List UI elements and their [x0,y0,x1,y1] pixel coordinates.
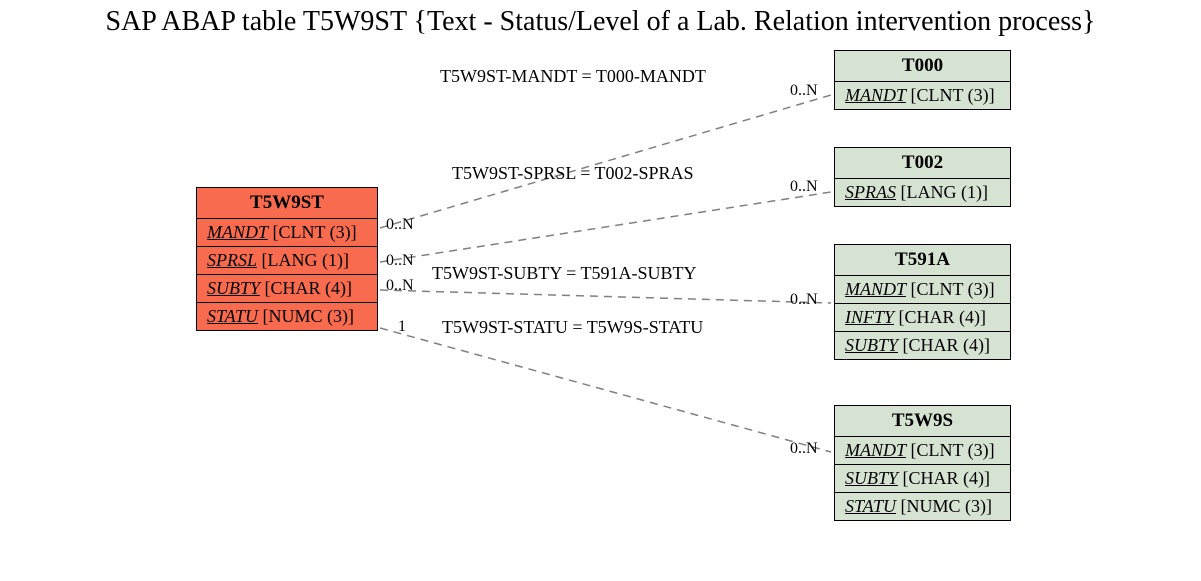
edge-label: T5W9ST-SPRSL = T002-SPRAS [452,163,694,184]
edge-label: T5W9ST-MANDT = T000-MANDT [440,66,706,87]
edge-line [380,290,831,303]
entity-field-type: [CLNT (3)] [906,279,995,299]
entity-field-type: [CHAR (4)] [260,278,352,298]
entity-field-row: MANDT [CLNT (3)] [835,276,1010,304]
entity-header: T5W9ST [197,188,377,219]
entity-field-row: SUBTY [CHAR (4)] [197,275,377,303]
entity-field-row: SPRSL [LANG (1)] [197,247,377,275]
entity-main: T5W9STMANDT [CLNT (3)]SPRSL [LANG (1)]SU… [196,187,378,331]
entity-field-type: [NUMC (3)] [896,496,992,516]
diagram-title: SAP ABAP table T5W9ST {Text - Status/Lev… [0,6,1201,38]
entity-field-key: SUBTY [845,335,898,355]
entity-field-row: MANDT [CLNT (3)] [197,219,377,247]
entity-field-row: SPRAS [LANG (1)] [835,179,1010,206]
entity-field-type: [CLNT (3)] [906,85,995,105]
entity-field-key: INFTY [845,307,894,327]
entity-field-key: MANDT [207,222,268,242]
edge-line [380,328,831,452]
entity-ref: T002SPRAS [LANG (1)] [834,147,1011,207]
edge-line [380,95,831,228]
entity-field-key: STATU [207,306,258,326]
entity-field-type: [LANG (1)] [896,182,988,202]
entity-field-key: SUBTY [207,278,260,298]
entity-field-row: MANDT [CLNT (3)] [835,82,1010,109]
entity-ref: T591AMANDT [CLNT (3)]INFTY [CHAR (4)]SUB… [834,244,1011,360]
entity-field-type: [CHAR (4)] [894,307,986,327]
entity-field-row: MANDT [CLNT (3)] [835,437,1010,465]
edge-line [380,192,831,262]
entity-field-key: SPRAS [845,182,896,202]
entity-field-type: [LANG (1)] [257,250,349,270]
cardinality-src: 0..N [386,252,414,270]
entity-header: T002 [835,148,1010,179]
entity-field-type: [CLNT (3)] [268,222,357,242]
entity-ref: T5W9SMANDT [CLNT (3)]SUBTY [CHAR (4)]STA… [834,405,1011,521]
entity-header: T591A [835,245,1010,276]
entity-field-key: SUBTY [845,468,898,488]
entity-field-row: STATU [NUMC (3)] [197,303,377,330]
cardinality-dst: 0..N [790,178,818,196]
cardinality-dst: 0..N [790,82,818,100]
cardinality-src: 0..N [386,277,414,295]
entity-field-key: MANDT [845,440,906,460]
cardinality-src: 0..N [386,216,414,234]
entity-header: T5W9S [835,406,1010,437]
cardinality-dst: 0..N [790,440,818,458]
edge-lines [0,0,1201,581]
entity-field-type: [CLNT (3)] [906,440,995,460]
edge-label: T5W9ST-SUBTY = T591A-SUBTY [432,263,697,284]
entity-field-type: [NUMC (3)] [258,306,354,326]
entity-field-key: SPRSL [207,250,257,270]
entity-field-row: STATU [NUMC (3)] [835,493,1010,520]
cardinality-dst: 0..N [790,291,818,309]
entity-field-row: SUBTY [CHAR (4)] [835,332,1010,359]
entity-field-key: STATU [845,496,896,516]
edge-label: T5W9ST-STATU = T5W9S-STATU [442,317,703,338]
entity-field-type: [CHAR (4)] [898,468,990,488]
entity-field-row: INFTY [CHAR (4)] [835,304,1010,332]
entity-header: T000 [835,51,1010,82]
entity-field-key: MANDT [845,85,906,105]
diagram-canvas: SAP ABAP table T5W9ST {Text - Status/Lev… [0,0,1201,581]
cardinality-src: 1 [398,318,406,336]
entity-field-key: MANDT [845,279,906,299]
entity-ref: T000MANDT [CLNT (3)] [834,50,1011,110]
entity-field-row: SUBTY [CHAR (4)] [835,465,1010,493]
entity-field-type: [CHAR (4)] [898,335,990,355]
